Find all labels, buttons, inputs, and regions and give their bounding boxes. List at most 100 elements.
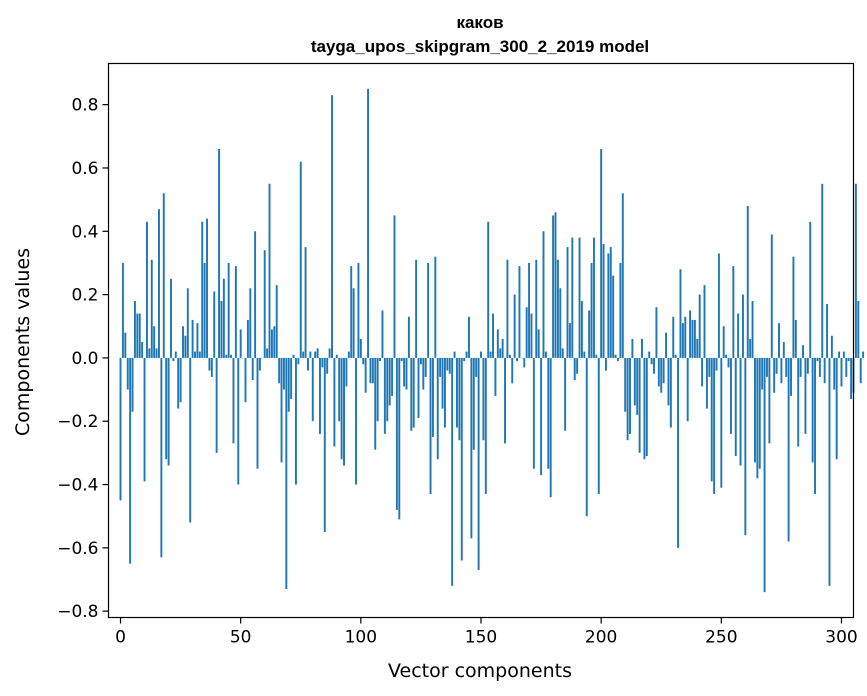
bar [441,357,444,409]
bar [280,357,283,463]
bar [595,354,598,358]
bar [847,357,850,362]
bar [143,357,146,482]
bar [766,357,768,377]
bar [554,212,557,358]
bar [210,357,213,377]
bar [270,329,273,358]
bar [451,357,454,586]
bar [141,342,144,358]
bar [357,262,360,358]
y-tick-label: −0.8 [57,602,98,622]
bar [698,294,701,358]
bar [323,357,326,533]
bar [609,247,612,358]
bar [302,351,305,358]
bar [256,357,259,469]
bar [174,351,177,358]
bar [629,357,631,434]
bar [350,266,353,358]
bar [194,351,196,358]
bar [751,300,754,358]
bar [133,300,136,358]
bar [458,357,461,441]
bar [626,357,629,441]
bar [307,357,309,371]
y-tick-label: −0.4 [57,476,98,496]
bar [571,237,574,358]
bar [198,351,201,358]
bar [319,357,321,434]
bar [806,357,809,374]
bar [153,326,156,358]
y-tick-label: −0.2 [57,412,98,432]
bar [749,338,752,358]
x-tick-label: 50 [230,628,252,648]
bar [131,357,134,412]
bar [775,357,778,374]
bar [826,304,829,358]
bar [475,357,478,377]
bar [321,357,324,368]
bar [316,348,319,358]
bar [537,329,540,358]
bar [220,300,223,358]
bar [381,310,384,358]
bar [371,357,374,384]
bar [583,351,586,358]
bar [746,205,749,358]
bar [446,357,449,371]
bar [833,357,836,390]
bar [612,275,615,358]
bar [309,351,312,358]
bar [494,357,497,396]
bar [602,243,605,358]
bar [155,348,158,358]
bar [443,357,446,428]
bar [347,351,350,358]
bar [244,357,247,403]
bar [744,357,747,536]
bar [590,262,593,358]
y-tick-label: 0.4 [71,222,98,242]
bar [585,357,588,517]
bar [778,323,780,358]
bar [472,357,475,450]
bar [655,307,658,358]
bar [782,342,785,358]
bar [573,357,576,381]
bar [614,354,617,358]
bar [530,313,533,358]
bar [835,357,838,460]
bar [720,357,723,488]
bar [285,357,288,590]
bar [145,221,148,358]
bar [230,354,233,358]
bar [600,148,603,358]
bar [186,288,189,358]
bar [701,357,704,387]
bar [499,348,502,358]
bar [667,357,670,406]
bar [480,351,482,358]
bar [179,357,182,403]
bar [857,300,860,358]
bar [684,316,687,358]
bar [282,357,285,390]
bar [184,335,187,358]
bar [232,357,235,444]
chart-title: каков [456,13,503,32]
bar [189,357,192,523]
bar [561,348,564,358]
bar [234,266,237,358]
bar [386,357,389,422]
bar [251,357,254,381]
bar [333,357,336,447]
bar [465,351,468,358]
bar [597,357,600,495]
x-axis-label: Vector components [388,660,572,682]
bar [691,319,694,358]
bar [710,357,713,482]
bar [126,357,129,390]
bar [391,357,394,396]
